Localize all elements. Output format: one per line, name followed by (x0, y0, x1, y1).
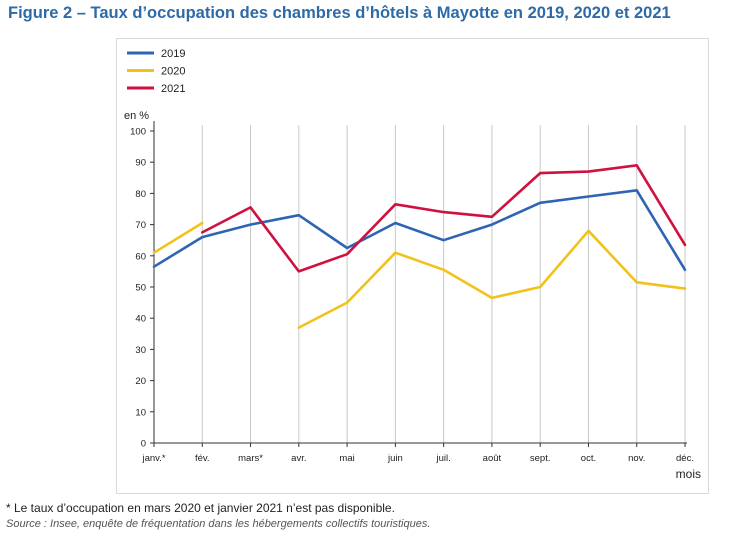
series-lines (152, 164, 687, 329)
legend-label-2021: 2021 (161, 83, 185, 95)
legend: 2019 2020 2021 (127, 48, 185, 95)
x-tick-label: janv.* (141, 453, 165, 464)
x-tick-label: mai (339, 453, 354, 464)
x-tick-label: juin (387, 453, 403, 464)
x-tick-label: sept. (530, 453, 551, 464)
figure-title: Figure 2 – Taux d’occupation des chambre… (8, 4, 671, 22)
y-tick-label: 70 (135, 220, 146, 231)
x-tick-label: déc. (676, 453, 694, 464)
series-line-2021 (201, 164, 687, 273)
y-tick-label: 30 (135, 345, 146, 356)
source-label: Source : (6, 518, 47, 530)
legend-label-2019: 2019 (161, 48, 185, 60)
x-tick-label: avr. (291, 453, 306, 464)
x-tick-label: août (483, 453, 502, 464)
grid (201, 125, 686, 443)
line-chart: 2019 2020 2021 0 10 20 30 40 50 60 70 80 90 100 janv.… (124, 48, 701, 481)
series-line-2019 (152, 189, 687, 272)
x-tick-label: oct. (581, 453, 596, 464)
y-tick-label: 0 (141, 439, 146, 450)
y-tick-label: 40 (135, 314, 146, 325)
source-text: Insee, enquête de fréquentation dans les… (46, 518, 431, 530)
axes (150, 121, 687, 447)
y-tick-label: 20 (135, 376, 146, 387)
legend-label-2020: 2020 (161, 66, 185, 78)
y-tick-label: 90 (135, 158, 146, 169)
x-tick-label: nov. (628, 453, 645, 464)
axis-labels: 0 10 20 30 40 50 60 70 80 90 100 janv.* fév. mars* avr… (124, 110, 701, 481)
y-tick-label: 50 (135, 283, 146, 294)
chart-frame: 2019 2020 2021 0 10 20 30 40 50 60 70 80 90 100 janv.… (116, 38, 709, 494)
x-tick-label: juil. (436, 453, 451, 464)
source-note: Source : Insee, enquête de fréquentation… (6, 518, 430, 530)
y-tick-label: 100 (130, 127, 146, 138)
x-tick-label: fév. (195, 453, 210, 464)
series-line-2020 (152, 221, 687, 329)
y-axis-title: en % (124, 110, 149, 122)
y-tick-label: 60 (135, 251, 146, 262)
y-tick-label: 80 (135, 189, 146, 200)
y-tick-label: 10 (135, 407, 146, 418)
x-tick-label: mars* (238, 453, 263, 464)
x-axis-title: mois (676, 467, 701, 481)
footnote: * Le taux d’occupation en mars 2020 et j… (6, 501, 395, 515)
